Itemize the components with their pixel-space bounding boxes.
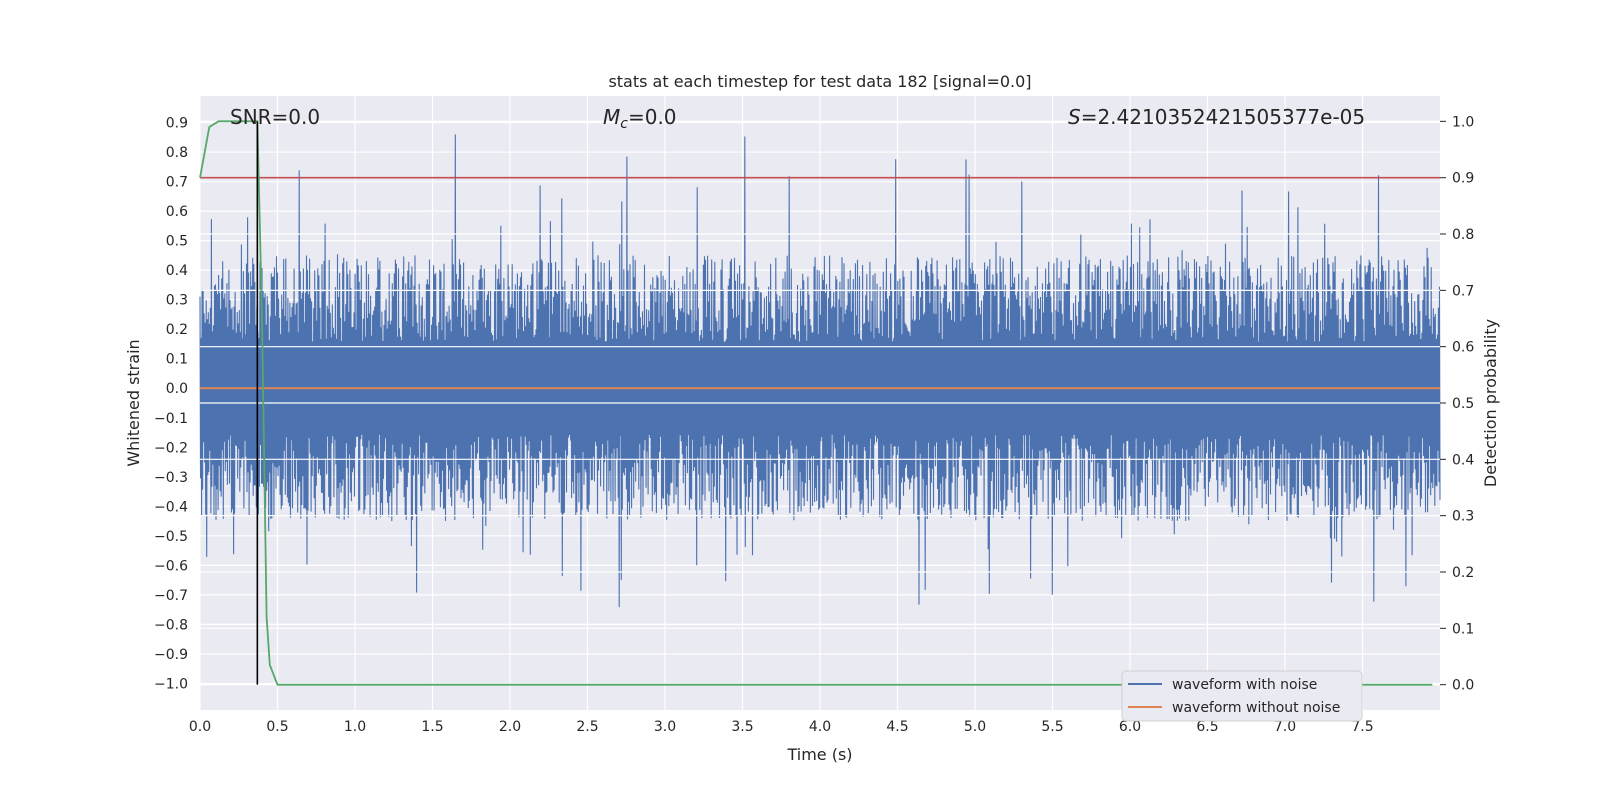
y-tick-label: −0.3 [154,470,188,486]
x-tick-label: 0.5 [266,719,288,735]
y-tick-label: 0.4 [166,263,188,279]
s-annotation: S=2.4210352421505377e-05 [1068,105,1365,129]
y-tick-label: 0.9 [166,116,188,132]
axes: stats at each timestep for test data 182… [124,72,1500,764]
y-right-tick-label: 0.3 [1452,509,1474,525]
x-tick-label: 0.0 [189,719,211,735]
series-waveform-with-noise [199,134,1441,608]
y-tick-label: 0.2 [166,322,188,338]
legend-box [1121,670,1363,722]
x-tick-label: 3.5 [731,719,753,735]
x-tick-label: 1.0 [344,719,366,735]
chart-title: stats at each timestep for test data 182… [608,72,1031,91]
legend: waveform with noise waveform without noi… [1121,670,1363,722]
y-right-tick-label: 0.0 [1452,678,1474,694]
annotations: SNR=0.0 Mc=0.0 S=2.4210352421505377e-05 [230,105,1365,132]
y-right-tick-label: 0.9 [1452,171,1474,187]
y-tick-label: 0.8 [166,145,188,161]
y-tick-label: −0.9 [154,647,188,663]
y-tick-label: −1.0 [154,676,188,692]
y-right-tick-label: 0.5 [1452,396,1474,412]
y-tick-label: −0.8 [154,617,188,633]
x-tick-label: 6.0 [1119,719,1141,735]
y-tick-label: −0.7 [154,588,188,604]
series-detection-probability [199,120,1433,686]
x-tick-label: 4.5 [886,719,908,735]
y-tick-label: 0.5 [166,234,188,250]
mc-annotation: Mc=0.0 [603,105,677,132]
mc-symbol: M [603,105,620,129]
y-tick-label: −0.2 [154,440,188,456]
legend-label-noise: waveform with noise [1172,677,1317,693]
mc-value: =0.0 [628,105,677,129]
legend-label-clean: waveform without noise [1172,700,1340,716]
s-value: =2.4210352421505377e-05 [1081,105,1365,129]
y-right-tick-label: 0.8 [1452,227,1474,243]
s-symbol: S [1068,105,1081,129]
x-tick-label: 7.0 [1274,719,1296,735]
x-tick-label: 1.5 [421,719,443,735]
data-layer [199,120,1441,686]
x-tick-label: 7.5 [1351,719,1373,735]
x-tick-label: 6.5 [1196,719,1218,735]
x-tick-label: 5.5 [1041,719,1063,735]
y-axis-label: Whitened strain [124,339,143,466]
y-right-tick-label: 1.0 [1452,114,1474,130]
mc-subscript: c [620,116,628,132]
y-tick-label: 0.6 [166,204,188,220]
y-tick-label: 0.3 [166,293,188,309]
y-tick-label: 0.7 [166,175,188,191]
x-axis-label: Time (s) [786,745,852,764]
y-right-tick-label: 0.4 [1452,452,1474,468]
y-tick-label: −0.6 [154,558,188,574]
y-tick-label: −0.5 [154,529,188,545]
x-tick-label: 2.5 [576,719,598,735]
x-tick-label: 4.0 [809,719,831,735]
x-tick-label: 3.0 [654,719,676,735]
y-right-tick-label: 0.6 [1452,340,1474,356]
y-tick-label: 0.1 [166,352,188,368]
y-tick-label: −0.4 [154,499,188,515]
y-right-axis-label: Detection probability [1481,319,1500,487]
y-tick-label: −0.1 [154,411,188,427]
snr-annotation: SNR=0.0 [230,105,320,129]
y-right-tick-label: 0.1 [1452,621,1474,637]
x-tick-label: 5.0 [964,719,986,735]
y-tick-label: 0.0 [166,381,188,397]
y-right-tick-label: 0.7 [1452,283,1474,299]
x-tick-label: 2.0 [499,719,521,735]
y-right-tick-label: 0.2 [1452,565,1474,581]
